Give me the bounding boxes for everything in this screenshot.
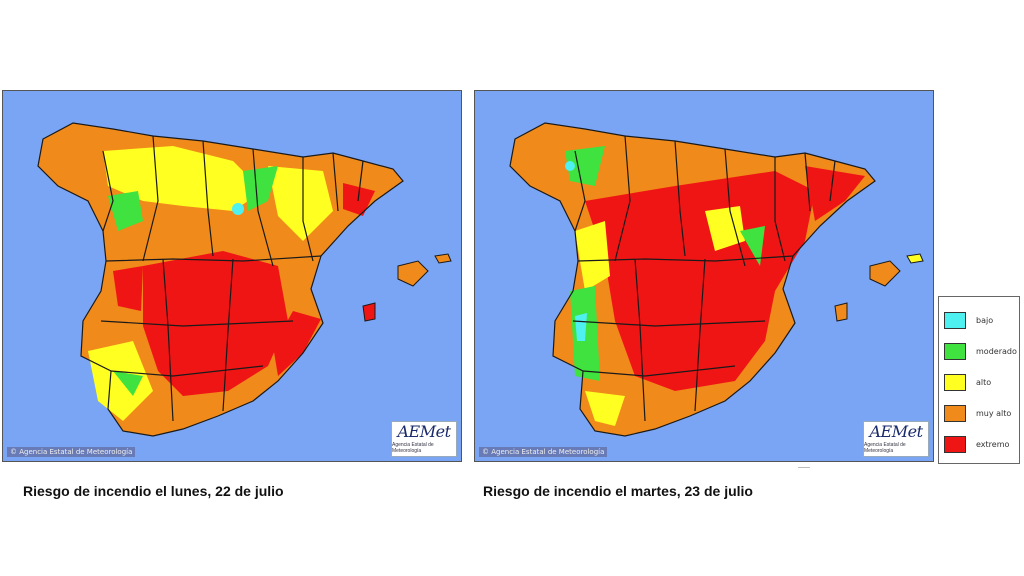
legend-item-alto: alto <box>944 367 1019 398</box>
risk-legend: bajo moderado alto muy alto extremo <box>938 296 1020 464</box>
fire-risk-map-monday: © Agencia Estatal de Meteorología AEMet … <box>2 90 462 462</box>
zone-alto-southwest <box>88 341 153 421</box>
aemet-logo: AEMet Agencia Estatal de Meteorología <box>863 421 929 457</box>
iberia-map-left <box>3 91 461 461</box>
zone-alto-northeast <box>268 166 333 241</box>
legend-label: bajo <box>976 316 994 325</box>
divider-mark <box>798 467 810 468</box>
province-borders <box>509 122 876 437</box>
ibiza <box>834 302 848 322</box>
mallorca <box>397 260 429 287</box>
legend-item-moderado: moderado <box>944 336 1019 367</box>
aemet-logo-subtitle: Agencia Estatal de Meteorología <box>864 442 906 454</box>
zone-moderado-west <box>108 191 143 231</box>
copyright-label: © Agencia Estatal de Meteorología <box>7 447 136 457</box>
zone-extremo-catalonia <box>805 166 865 221</box>
zone-moderado-south <box>113 371 143 396</box>
legend-label: moderado <box>976 347 1017 356</box>
aemet-logo-subtitle: Agencia Estatal de Meteorología <box>392 442 434 454</box>
zone-extremo-southeast <box>273 311 321 376</box>
caption-tuesday: Riesgo de incendio el martes, 23 de juli… <box>483 483 753 499</box>
legend-swatch <box>944 312 966 329</box>
fire-risk-map-tuesday: © Agencia Estatal de Meteorología AEMet … <box>474 90 934 462</box>
zone-alto-southwest <box>585 391 625 426</box>
mallorca <box>869 260 901 287</box>
legend-item-extremo: extremo <box>944 429 1019 460</box>
zone-bajo-west <box>575 313 587 341</box>
menorca <box>434 253 452 264</box>
zone-bajo <box>232 203 244 215</box>
legend-label: alto <box>976 378 992 387</box>
aemet-logo-text: AEMet <box>397 422 451 441</box>
province-borders <box>37 122 404 437</box>
legend-label: muy alto <box>976 409 1012 418</box>
copyright-label: © Agencia Estatal de Meteorología <box>479 447 608 457</box>
zone-extremo-center <box>585 171 815 391</box>
zone-extremo-west <box>113 266 143 311</box>
zone-extremo-center <box>143 251 288 396</box>
legend-item-muy-alto: muy alto <box>944 398 1019 429</box>
menorca <box>906 253 924 264</box>
legend-swatch <box>944 405 966 422</box>
zone-alto-center <box>705 206 745 251</box>
legend-label: extremo <box>976 440 1010 449</box>
iberia-map-right <box>475 91 933 461</box>
zone-extremo-catalonia <box>343 183 375 216</box>
zone-alto-north <box>103 146 263 211</box>
legend-swatch <box>944 374 966 391</box>
legend-swatch <box>944 436 966 453</box>
aemet-logo: AEMet Agencia Estatal de Meteorología <box>391 421 457 457</box>
caption-monday: Riesgo de incendio el lunes, 22 de julio <box>23 483 284 499</box>
zone-alto-west <box>575 221 610 291</box>
ibiza <box>362 302 376 322</box>
legend-item-bajo: bajo <box>944 305 1019 336</box>
zone-moderado-east <box>740 226 765 266</box>
aemet-logo-text: AEMet <box>869 422 923 441</box>
zone-moderado-north <box>243 166 278 211</box>
zone-moderado-north <box>565 146 605 186</box>
zone-bajo-north <box>565 161 575 171</box>
legend-swatch <box>944 343 966 360</box>
